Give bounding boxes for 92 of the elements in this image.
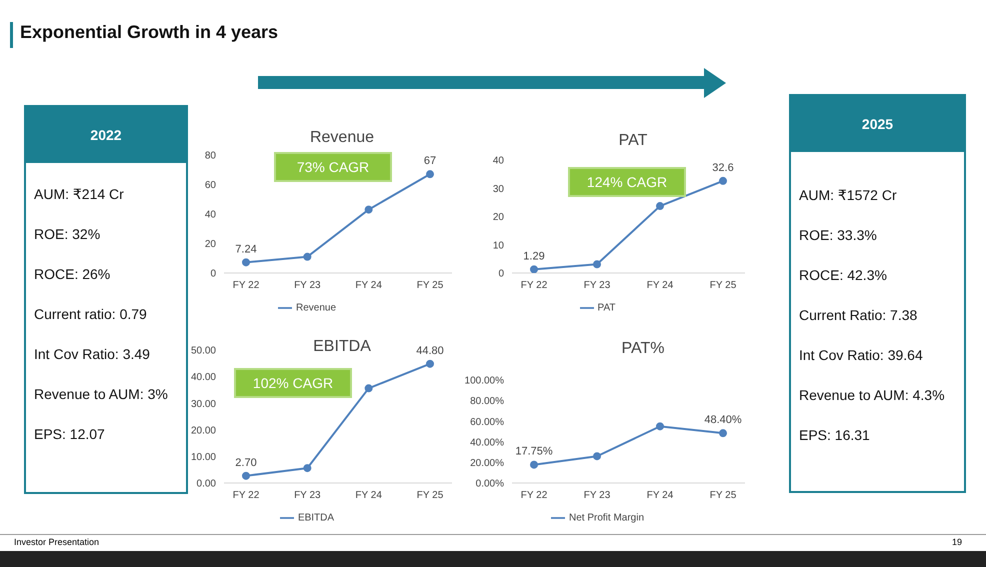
y-tick-label: 20 — [492, 212, 504, 224]
y-tick-label: 40 — [492, 156, 504, 167]
text: AUM: ₹1572 Cr — [799, 186, 898, 205]
chart-title: PAT — [618, 132, 648, 150]
y-tick-label: 40 — [204, 210, 216, 221]
x-tick-label: FY 24 — [355, 280, 382, 292]
text: ROE: 32% — [34, 225, 102, 244]
chart-title: Revenue — [308, 129, 376, 147]
x-tick-label: FY 23 — [584, 280, 611, 292]
label-box: 73% CAGR — [274, 152, 392, 182]
y-tick-label: 80.00% — [470, 396, 504, 408]
text: 2025 — [791, 96, 964, 152]
text: EPS: 12.07 — [34, 425, 106, 444]
y-tick-label: 50.00 — [190, 346, 216, 357]
x-tick-label: FY 23 — [294, 280, 322, 292]
x-tick-label: FY 24 — [355, 490, 382, 502]
y-tick-label: 0.00% — [476, 478, 504, 490]
point — [426, 360, 434, 368]
legend-label: PAT — [598, 302, 616, 314]
point — [656, 202, 664, 210]
point — [303, 252, 312, 261]
y-tick-label: 100.00% — [464, 376, 504, 387]
point — [242, 472, 250, 480]
y-tick-label: 10 — [492, 240, 504, 252]
data-label: 32.6 — [712, 162, 734, 174]
data-label: 67 — [424, 155, 436, 168]
text: Int Cov Ratio: 39.64 — [799, 346, 924, 365]
x-tick-label: FY 25 — [710, 280, 737, 292]
point — [530, 265, 538, 273]
text: Revenue to AUM: 4.3% — [799, 386, 946, 405]
x-tick-label: FY 23 — [584, 490, 611, 502]
y-tick-label: 20.00 — [190, 425, 216, 436]
legend-label: Net Profit Margin — [568, 512, 644, 524]
point — [364, 384, 373, 392]
y-tick-label: 40.00 — [190, 372, 216, 384]
point — [719, 176, 727, 185]
point — [656, 422, 664, 430]
point — [242, 258, 250, 266]
x-tick-label: FY 24 — [646, 490, 674, 502]
text: Current ratio: 0.79 — [34, 305, 148, 324]
x-tick-label: FY 23 — [294, 490, 322, 502]
text: EPS: 16.31 — [799, 426, 871, 445]
data-label: 44.80 — [416, 344, 444, 357]
label-box: 124% CAGR — [568, 167, 686, 197]
y-tick-label: 0 — [498, 268, 504, 280]
text: Revenue to AUM: 3% — [34, 385, 169, 404]
text: Current Ratio: 7.38 — [799, 306, 918, 325]
x-tick-label: FY 22 — [232, 280, 260, 292]
text: ROCE: 26% — [34, 265, 112, 284]
point — [364, 206, 373, 214]
x-tick-label: FY 25 — [710, 490, 737, 502]
data-label: 1.29 — [523, 250, 545, 262]
point — [303, 464, 312, 472]
point — [530, 460, 538, 469]
y-tick-label: 20.00% — [470, 458, 504, 469]
data-label: 48.40% — [704, 414, 742, 426]
y-tick-label: 0 — [210, 268, 216, 280]
x-tick-label: FY 25 — [416, 280, 444, 292]
text: Investor Presentation — [14, 537, 100, 547]
point — [719, 429, 727, 438]
point — [426, 170, 434, 178]
text: Int Cov Ratio: 3.49 — [34, 345, 151, 364]
x-tick-label: FY 24 — [646, 280, 674, 292]
point — [593, 260, 601, 268]
x-tick-label: FY 22 — [520, 490, 548, 502]
data-label: 17.75% — [515, 446, 553, 458]
text: ROE: 33.3% — [799, 226, 878, 245]
y-tick-label: 40.00% — [470, 437, 504, 448]
x-tick-label: FY 25 — [416, 490, 444, 502]
data-label: 2.70 — [235, 456, 257, 469]
y-tick-label: 80 — [204, 150, 216, 162]
data-label: 7.24 — [235, 243, 257, 256]
text: Exponential Growth in 4 years — [20, 22, 278, 43]
x-tick-label: FY 22 — [520, 280, 548, 292]
y-tick-label: 20 — [204, 239, 216, 250]
text: 2022 — [26, 107, 186, 163]
point — [593, 452, 601, 460]
y-tick-label: 60 — [204, 180, 216, 192]
legend-label: Revenue — [296, 302, 336, 314]
y-tick-label: 30 — [492, 184, 504, 195]
chart-title: EBITDA — [313, 338, 371, 355]
chart-title: PAT% — [620, 340, 666, 358]
text: 19 — [952, 537, 962, 547]
y-tick-label: 30.00 — [190, 398, 216, 410]
legend-label: EBITDA — [298, 512, 334, 524]
text: ROCE: 42.3% — [799, 266, 888, 285]
y-tick-label: 10.00 — [190, 452, 216, 463]
y-tick-label: 60.00% — [470, 416, 504, 428]
y-tick-label: 0.00 — [196, 478, 216, 490]
x-tick-label: FY 22 — [232, 490, 260, 502]
text: AUM: ₹214 Cr — [34, 185, 125, 204]
label-box: 102% CAGR — [234, 368, 352, 398]
